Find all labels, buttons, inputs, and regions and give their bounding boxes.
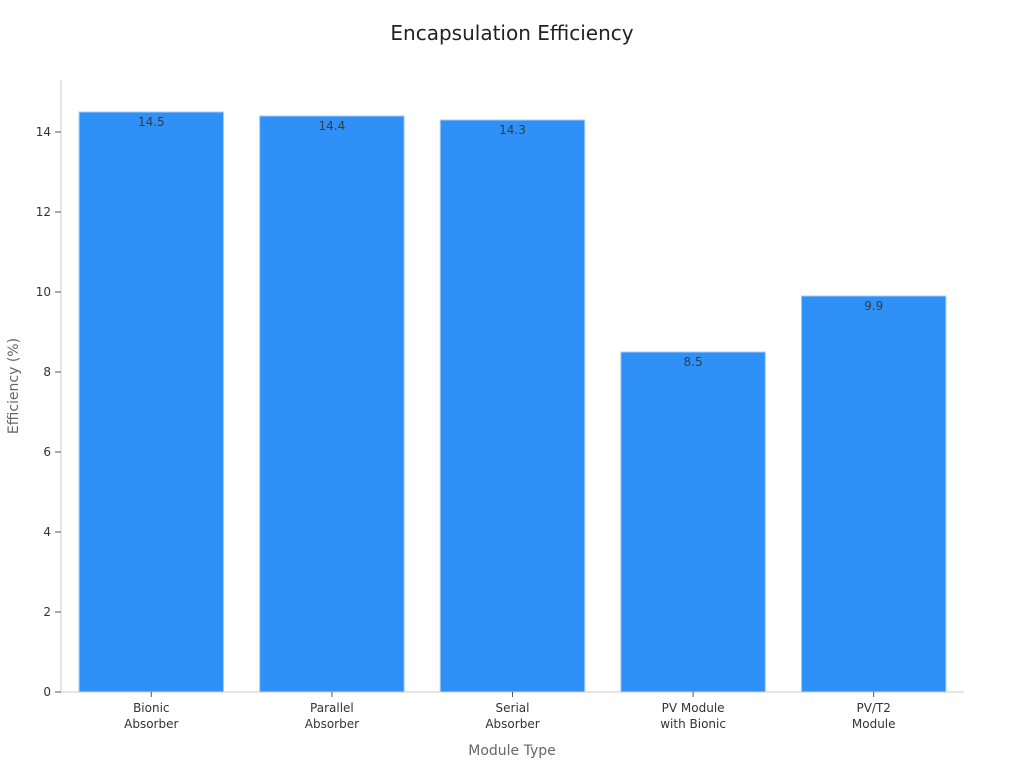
y-axis: 0 2 4 6 8 10 12 14 bbox=[36, 80, 62, 699]
y-axis-label: Efficiency (%) bbox=[6, 338, 22, 434]
x-tick-label-line: Serial bbox=[496, 701, 530, 715]
x-tick-label: Parallel Absorber bbox=[305, 701, 359, 731]
y-tick-label: 8 bbox=[43, 365, 51, 379]
y-tick-label: 6 bbox=[43, 445, 51, 459]
x-axis: Bionic Absorber Parallel Absorber Serial Abso… bbox=[61, 691, 964, 731]
bar bbox=[439, 119, 586, 693]
bars-group bbox=[78, 111, 947, 693]
data-labels-group: 14.5 14.4 14.3 8.5 9.9 bbox=[138, 115, 883, 369]
bar-value-label: 8.5 bbox=[684, 355, 703, 369]
x-tick-label: PV/T2 Module bbox=[852, 701, 896, 731]
x-axis-label: Module Type bbox=[468, 743, 556, 759]
bar-value-label: 14.5 bbox=[138, 115, 165, 129]
bar-value-label: 9.9 bbox=[864, 299, 883, 313]
y-tick-label: 4 bbox=[43, 525, 51, 539]
bar-value-label: 14.4 bbox=[319, 119, 346, 133]
y-tick-label: 14 bbox=[36, 125, 51, 139]
bar-value-label: 14.3 bbox=[499, 123, 526, 137]
x-tick-label-line: PV/T2 bbox=[856, 701, 890, 715]
x-tick-label-line: Parallel bbox=[310, 701, 354, 715]
x-tick-label: Serial Absorber bbox=[485, 701, 539, 731]
bar bbox=[78, 111, 225, 693]
x-tick-label-line: with Bionic bbox=[660, 717, 726, 731]
x-tick-label-line: PV Module bbox=[662, 701, 725, 715]
y-tick-label: 2 bbox=[43, 605, 51, 619]
chart-title: Encapsulation Efficiency bbox=[390, 21, 633, 45]
x-tick-label-line: Absorber bbox=[485, 717, 539, 731]
x-tick-label: PV Module with Bionic bbox=[660, 701, 726, 731]
bar bbox=[800, 295, 947, 693]
x-tick-label: Bionic Absorber bbox=[124, 701, 178, 731]
bar bbox=[620, 351, 766, 693]
y-tick-label: 12 bbox=[36, 205, 51, 219]
x-tick-label-line: Absorber bbox=[305, 717, 359, 731]
y-tick-label: 0 bbox=[43, 685, 51, 699]
x-tick-label-line: Absorber bbox=[124, 717, 178, 731]
x-tick-label-line: Bionic bbox=[133, 701, 169, 715]
y-tick-label: 10 bbox=[36, 285, 51, 299]
bar bbox=[259, 115, 405, 693]
x-tick-label-line: Module bbox=[852, 717, 896, 731]
